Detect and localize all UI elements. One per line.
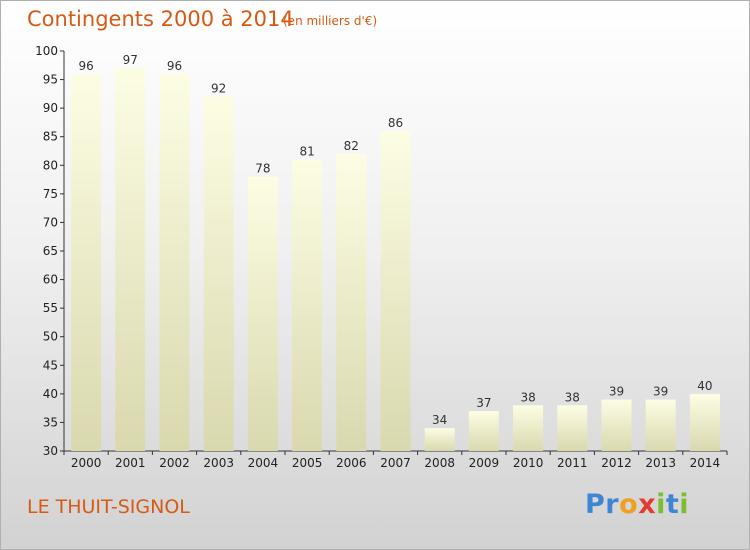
x-tick-label: 2013: [645, 456, 676, 470]
bar: [336, 153, 367, 451]
data-label: 37: [476, 396, 491, 410]
data-label: 40: [697, 379, 712, 393]
data-label: 78: [255, 162, 270, 176]
data-label: 38: [565, 390, 580, 404]
place-label: LE THUIT-SIGNOL: [27, 496, 190, 518]
axes: 30 35 40 45 50 55 60 65 70 75 80 85 90 95 100 2000 2001 2…: [35, 44, 728, 470]
x-tick-label: 2009: [469, 456, 500, 470]
x-tick-label: 2003: [203, 456, 234, 470]
brand-letter: x: [638, 489, 657, 520]
bar: [513, 405, 544, 451]
data-label: 39: [653, 385, 668, 399]
y-tick-label: 75: [43, 187, 58, 201]
x-tick-label: 2006: [336, 456, 367, 470]
bar: [645, 399, 676, 451]
bar: [557, 405, 588, 451]
data-label: 38: [520, 390, 535, 404]
y-tick-label: 80: [43, 158, 58, 172]
brand-logo: Proxiti: [585, 489, 689, 520]
x-tick-label: 2001: [115, 456, 146, 470]
chart-title: Contingents 2000 à 2014: [27, 7, 294, 31]
y-tick-label: 90: [43, 101, 58, 115]
y-tick-label: 70: [43, 215, 58, 229]
y-tick-label: 45: [43, 358, 58, 372]
data-label: 34: [432, 413, 447, 427]
brand-letter: t: [665, 489, 680, 520]
brand-letter: o: [619, 489, 639, 520]
x-tick-label: 2008: [424, 456, 455, 470]
y-tick-label: 55: [43, 301, 58, 315]
y-tick-label: 100: [35, 44, 58, 58]
y-tick-label: 60: [43, 273, 58, 287]
data-label: 39: [609, 385, 624, 399]
x-tick-label: 2004: [248, 456, 279, 470]
bar: [424, 428, 455, 451]
bar: [247, 176, 278, 451]
x-tick-label: 2012: [601, 456, 632, 470]
brand-letter: i: [679, 489, 690, 520]
bar: [115, 68, 146, 452]
y-tick-label: 35: [43, 415, 58, 429]
y-tick-label: 50: [43, 330, 58, 344]
x-tick-label: 2002: [159, 456, 190, 470]
data-label: 81: [299, 145, 314, 159]
x-tick-label: 2014: [690, 456, 721, 470]
x-tick-label: 2011: [557, 456, 588, 470]
data-label: 82: [344, 139, 359, 153]
bar: [689, 393, 720, 451]
bar: [380, 131, 411, 451]
y-tick-label: 30: [43, 444, 58, 458]
data-label: 92: [211, 82, 226, 96]
bar: [159, 73, 190, 451]
data-label: 97: [123, 53, 138, 67]
y-tick-label: 40: [43, 387, 58, 401]
data-label: 86: [388, 116, 403, 130]
data-label: 96: [167, 59, 182, 73]
brand-letter: r: [605, 489, 620, 520]
brand-letter: P: [585, 489, 606, 520]
bar: [601, 399, 632, 451]
x-tick-label: 2005: [292, 456, 323, 470]
x-tick-label: 2000: [71, 456, 102, 470]
y-tick-label: 95: [43, 73, 58, 87]
y-tick-label: 85: [43, 130, 58, 144]
data-label: 96: [78, 59, 93, 73]
brand-letter: i: [656, 489, 666, 520]
bar: [71, 73, 102, 451]
x-tick-label: 2007: [380, 456, 411, 470]
y-tick-label: 65: [43, 244, 58, 258]
bar: [203, 96, 234, 451]
chart-subtitle: (en milliers d'€): [283, 14, 378, 28]
bars: [71, 68, 720, 452]
data-labels: 96 97 96 92 78 81 82 86 34 37 38 38 39 39 40: [78, 53, 712, 427]
bar: [292, 159, 323, 452]
x-tick-label: 2010: [513, 456, 544, 470]
bar: [468, 411, 499, 451]
